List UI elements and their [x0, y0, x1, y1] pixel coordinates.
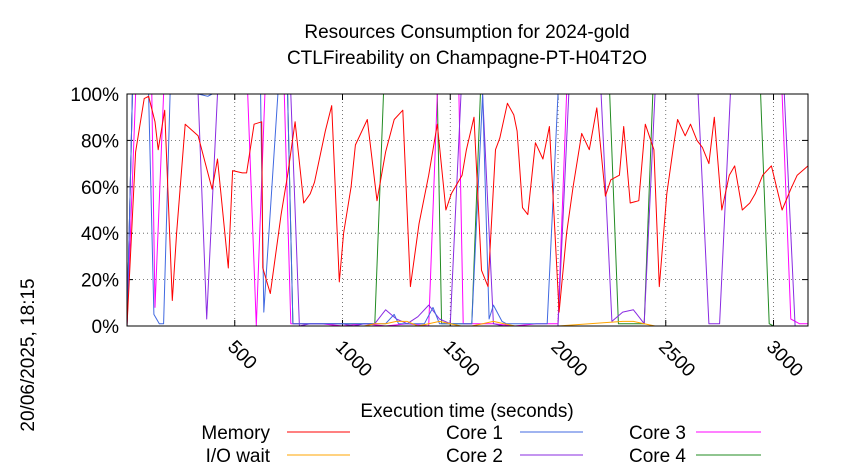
legend-label: Core 3	[629, 423, 686, 444]
series-core-3-line	[126, 93, 808, 327]
x-axis-label: Execution time (seconds)	[360, 401, 573, 422]
y-tick-label: 100%	[70, 85, 119, 106]
timestamp-label: 20/06/2025, 18:15	[18, 278, 39, 431]
x-tick-label: 2000	[546, 337, 591, 382]
series-core-2-line	[126, 93, 808, 327]
plot-frame	[126, 93, 809, 327]
series-core-1-line	[126, 93, 808, 327]
legend-label: Core 2	[446, 446, 503, 467]
x-tick-label: 500	[223, 337, 260, 374]
y-tick-label: 80%	[81, 131, 119, 152]
y-tick-label: 40%	[81, 224, 119, 245]
legend-label: I/O wait	[206, 446, 271, 467]
y-tick-label: 20%	[81, 271, 119, 292]
x-tick-label: 1500	[439, 337, 484, 382]
plot-series	[126, 93, 809, 327]
x-tick-label: 2500	[654, 337, 699, 382]
series-memory-line	[126, 95, 809, 327]
y-tick-label: 60%	[81, 178, 119, 199]
series-core-4-line	[126, 93, 808, 327]
legend-label: Core 4	[629, 446, 686, 467]
x-tick-label: 1000	[331, 337, 376, 382]
legend-label: Memory	[201, 423, 270, 444]
chart-title-line-1: Resources Consumption for 2024-gold	[304, 22, 629, 43]
y-tick-label: 0%	[92, 317, 120, 338]
x-tick-label: 3000	[762, 337, 807, 382]
chart-title-line-2: CTLFireability on Champagne-PT-H04T2O	[287, 48, 647, 69]
grid-lines	[127, 94, 808, 326]
legend-label: Core 1	[446, 423, 503, 444]
